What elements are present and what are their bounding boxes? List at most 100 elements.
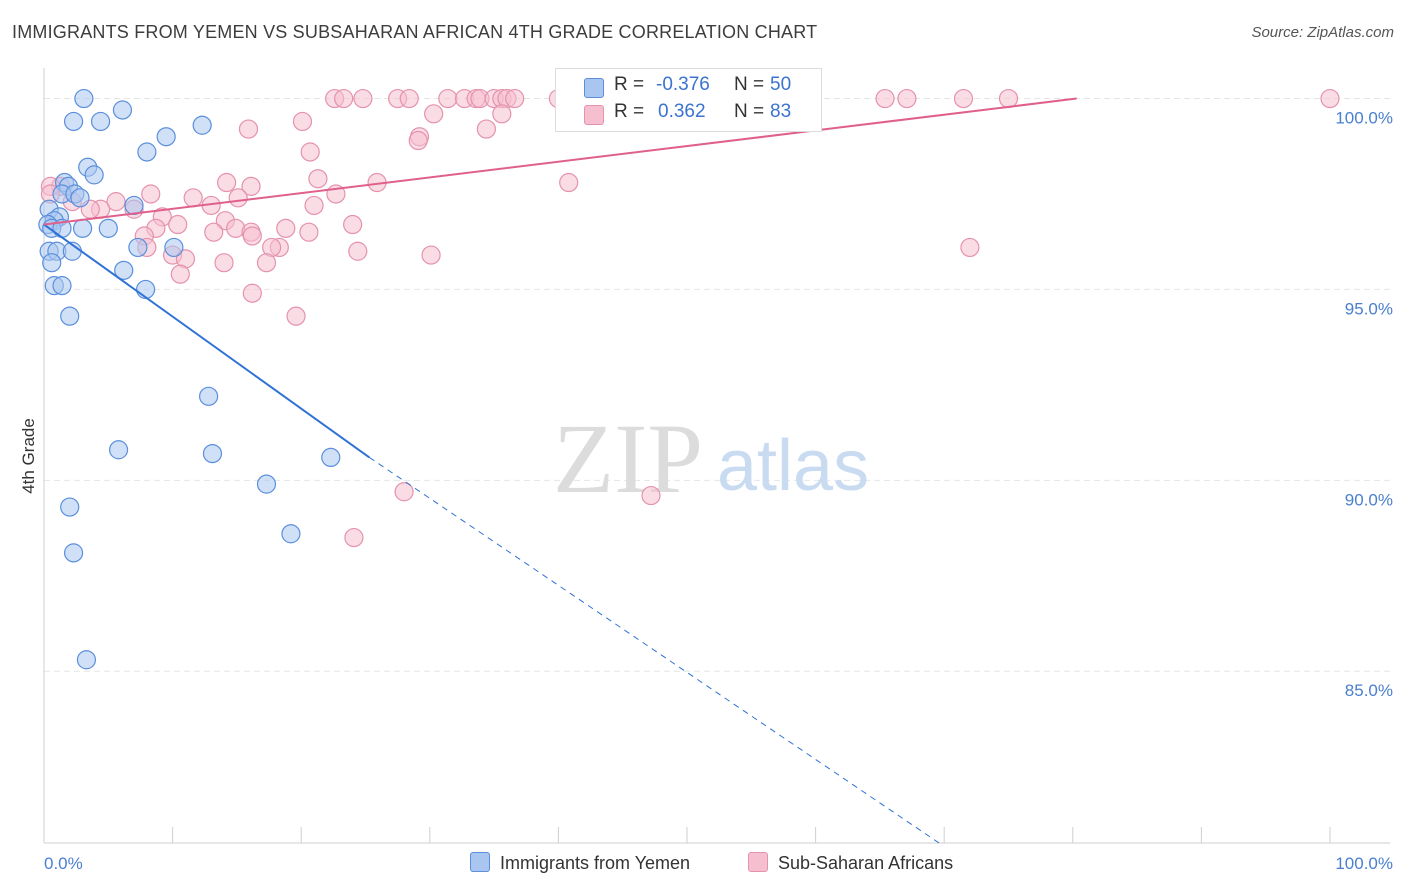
yemen-point xyxy=(60,306,80,326)
trend-lines xyxy=(43,97,1077,844)
bottom-legend-yemen: Immigrants from Yemen xyxy=(470,852,690,874)
x-tick-labels: 0.0% 100.0% xyxy=(44,854,1393,873)
yemen-point xyxy=(90,111,111,132)
correlation-legend: R = -0.376 N = 50 R = 0.362 N = 83 xyxy=(555,68,822,132)
africa-trend-line xyxy=(43,97,1077,226)
africa-point xyxy=(286,306,306,326)
africa-point xyxy=(241,176,261,196)
yemen-point xyxy=(70,188,90,208)
yemen-point xyxy=(60,497,80,517)
legend-r-label: R = xyxy=(614,101,645,122)
x-tick-label: 0.0% xyxy=(44,854,83,873)
africa-point xyxy=(256,253,277,273)
africa-point xyxy=(292,111,313,132)
y-tick-label: 100.0% xyxy=(1335,109,1393,128)
africa-point xyxy=(204,222,224,242)
legend-r-label: R = xyxy=(614,74,645,95)
africa-point xyxy=(408,130,428,151)
africa-point xyxy=(476,119,496,139)
legend-r-value-yemen: -0.376 xyxy=(656,74,710,95)
africa-point xyxy=(183,188,203,208)
africa-point xyxy=(348,241,368,261)
legend-n-value-yemen: 50 xyxy=(770,74,792,95)
africa-point xyxy=(424,104,444,124)
africa-point xyxy=(399,88,419,109)
africa-point xyxy=(300,142,320,162)
africa-point xyxy=(217,172,237,193)
yemen-point xyxy=(52,276,72,296)
legend-swatch-yemen xyxy=(584,78,604,98)
yemen-point xyxy=(199,386,219,406)
yemen-point xyxy=(156,127,176,147)
bottom-legend-africa: Sub-Saharan Africans xyxy=(748,852,953,874)
yemen-point xyxy=(98,218,118,238)
chart-source: Source: ZipAtlas.com xyxy=(1251,24,1394,41)
yemen-point xyxy=(76,650,97,670)
yemen-point xyxy=(135,279,156,300)
africa-point xyxy=(421,245,441,265)
yemen-point xyxy=(192,115,212,135)
yemen-point xyxy=(63,543,84,563)
africa-point xyxy=(238,119,259,139)
legend-n-label: N = xyxy=(734,74,765,95)
yemen-point xyxy=(63,111,84,132)
y-tick-label: 95.0% xyxy=(1345,299,1393,318)
africa-point xyxy=(308,169,328,189)
africa-point xyxy=(998,88,1019,109)
africa-point xyxy=(106,192,126,212)
chart-title: IMMIGRANTS FROM YEMEN VS SUBSAHARAN AFRI… xyxy=(12,22,818,42)
africa-point xyxy=(641,485,661,506)
africa-point xyxy=(228,188,248,208)
africa-point xyxy=(170,264,190,284)
africa-point xyxy=(276,218,296,238)
legend-row-yemen: R = -0.376 N = 50 xyxy=(556,74,821,100)
africa-point xyxy=(394,482,414,502)
bottom-legend-label-yemen: Immigrants from Yemen xyxy=(500,853,691,873)
yemen-point xyxy=(72,218,93,238)
africa-point xyxy=(214,253,234,273)
y-tick-label: 85.0% xyxy=(1345,681,1393,700)
legend-r-value-africa: 0.362 xyxy=(658,101,706,122)
africa-point xyxy=(438,88,458,109)
africa-point xyxy=(897,88,917,109)
africa-point xyxy=(299,222,319,242)
africa-point xyxy=(353,88,373,109)
yemen-point xyxy=(108,440,129,460)
yemen-point xyxy=(137,142,157,162)
legend-n-label: N = xyxy=(734,101,765,122)
y-axis-label: 4th Grade xyxy=(19,418,38,494)
yemen-trend-line xyxy=(43,223,370,459)
yemen-point xyxy=(112,100,133,120)
africa-point xyxy=(1320,88,1340,109)
yemen-point xyxy=(114,260,134,280)
yemen-points xyxy=(38,88,341,670)
africa-point xyxy=(168,214,188,235)
bottom-legend-swatch-africa xyxy=(748,852,768,872)
y-tick-labels: 85.0% 90.0% 95.0% 100.0% xyxy=(1335,109,1393,701)
africa-point xyxy=(953,88,974,109)
watermark-atlas: atlas xyxy=(717,426,869,506)
africa-point xyxy=(304,195,324,216)
yemen-point xyxy=(74,88,94,109)
yemen-point xyxy=(202,443,223,464)
africa-point xyxy=(343,214,363,235)
legend-swatch-africa xyxy=(584,105,604,125)
africa-point xyxy=(344,527,364,548)
bottom-legend-swatch-yemen xyxy=(470,852,490,872)
yemen-point xyxy=(128,237,148,258)
africa-point xyxy=(242,283,262,303)
africa-point xyxy=(141,184,161,204)
africa-point xyxy=(242,226,262,246)
yemen-trend-extension xyxy=(369,456,940,844)
africa-point xyxy=(559,172,579,193)
legend-n-value-africa: 83 xyxy=(770,101,792,122)
y-tick-label: 90.0% xyxy=(1345,490,1393,509)
yemen-point xyxy=(164,237,184,258)
x-tick-label: 100.0% xyxy=(1335,854,1393,873)
bottom-legend-label-africa: Sub-Saharan Africans xyxy=(778,853,954,873)
yemen-point xyxy=(256,474,277,494)
africa-point xyxy=(505,88,525,109)
axes xyxy=(43,68,1390,844)
yemen-point xyxy=(124,195,144,216)
